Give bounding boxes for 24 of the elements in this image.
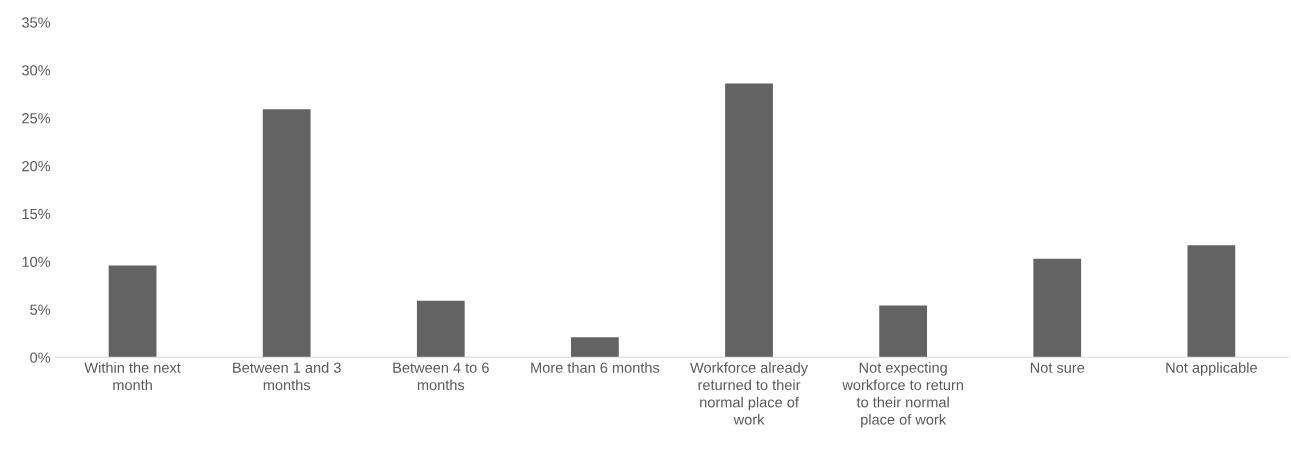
y-tick-label: 0% xyxy=(30,352,51,363)
bar xyxy=(108,265,157,358)
bar xyxy=(725,83,773,358)
y-tick-label: 25% xyxy=(22,113,51,124)
bar xyxy=(1033,258,1082,358)
y-tick-label: 10% xyxy=(22,256,51,267)
x-tick-label: Between 4 to 6 months xyxy=(393,362,489,391)
x-tick-label: More than 6 months xyxy=(531,362,660,373)
y-tick-label: 20% xyxy=(22,160,51,172)
y-tick-label: 35% xyxy=(22,17,51,28)
bar xyxy=(1187,245,1236,358)
x-tick-label: Between 1 and 3 months xyxy=(233,362,341,391)
x-tick-label: Within the next month xyxy=(84,362,181,391)
bar xyxy=(571,337,619,358)
bar xyxy=(262,109,311,358)
y-tick-label: 5% xyxy=(30,304,51,315)
x-tick-label: Not applicable xyxy=(1166,362,1257,376)
bar xyxy=(416,300,465,358)
x-tick-label: Not expecting workforce to return to their normal place of work xyxy=(842,362,963,428)
y-tick-label: 15% xyxy=(22,208,51,220)
x-tick-label: Workforce already returned to their normal place of work xyxy=(690,362,809,425)
y-tick-label: 30% xyxy=(22,65,51,76)
x-tick-label: Not sure xyxy=(1030,362,1085,373)
bar xyxy=(879,305,928,358)
